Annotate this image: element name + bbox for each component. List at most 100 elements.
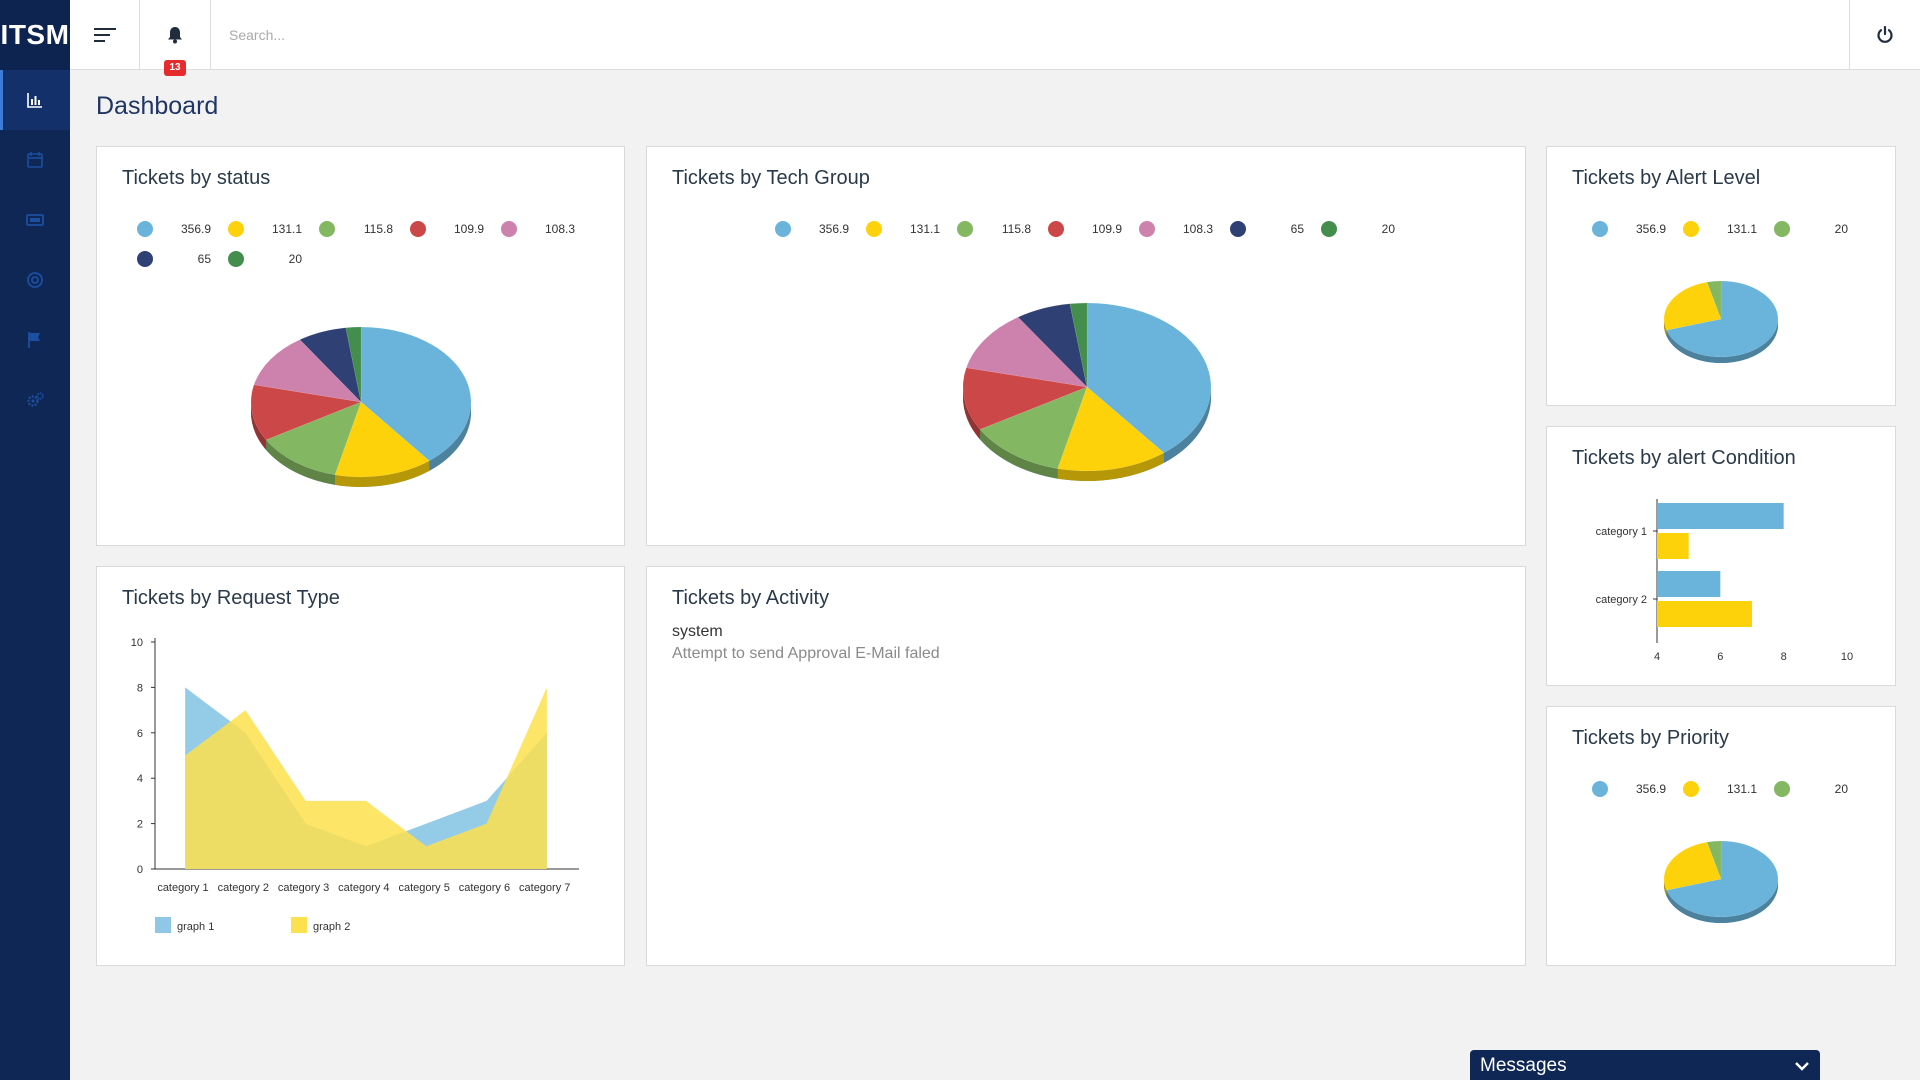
legend-item[interactable]: 108.3 (1139, 221, 1230, 237)
pie-slice-side (251, 402, 267, 450)
menu-toggle-button[interactable] (70, 0, 140, 70)
legend-label: 131.1 (271, 222, 302, 236)
flag-icon (28, 332, 40, 348)
legend-item[interactable]: 356.9 (1592, 221, 1683, 237)
card-tickets-by-activity: Tickets by Activity system Attempt to se… (646, 566, 1526, 966)
bar-chart-alert-condition: category 1 category 2 4 6 8 10 (1596, 499, 1853, 663)
legend-item[interactable]: 20 (228, 251, 319, 267)
chart-legend: 356.9 131.1 115.8 109.9 108.3 65 20 (137, 221, 592, 267)
legend-label: 20 (1834, 222, 1848, 236)
legend-item[interactable]: 108.3 (501, 221, 592, 237)
legend-item[interactable]: 115.8 (319, 221, 410, 237)
legend-marker (501, 221, 517, 237)
pie-chart-tech-group (962, 302, 1212, 481)
legend-item[interactable]: 131.1 (866, 221, 957, 237)
sidebar-item-settings[interactable] (0, 370, 70, 430)
legend-marker (319, 221, 335, 237)
pie-slice (1663, 841, 1722, 891)
chart-legend: 356.9 131.1 20 (1592, 221, 1882, 237)
sidebar-item-support[interactable] (0, 250, 70, 310)
pie-slice-side (963, 387, 980, 440)
pie-slice (250, 384, 362, 441)
legend-label: 109.9 (453, 222, 484, 236)
x-tick-label: category 1 (157, 882, 208, 894)
legend-item[interactable]: 65 (137, 251, 228, 267)
legend-marker (1139, 221, 1155, 237)
legend-marker (137, 221, 153, 237)
legend-label: 20 (288, 252, 302, 266)
pie-slice-side (1666, 879, 1778, 923)
y-tick-label: 10 (131, 637, 143, 649)
chevron-down-icon (1795, 1062, 1809, 1071)
search-bar (211, 0, 1850, 70)
sidebar-item-tickets[interactable] (0, 190, 70, 250)
legend-marker (410, 221, 426, 237)
card-tickets-by-priority: Tickets by Priority 356.9 131.1 20 (1546, 706, 1896, 966)
pie-slice-side (1664, 879, 1667, 897)
legend-item[interactable]: 131.1 (228, 221, 319, 237)
pie-slice (1663, 281, 1722, 331)
legend-label: 115.8 (1001, 222, 1031, 236)
legend-item[interactable]: 131.1 (1683, 781, 1774, 797)
bar (1657, 533, 1689, 559)
legend-item[interactable]: 131.1 (1683, 221, 1774, 237)
pie-slice (1706, 280, 1722, 320)
legend-item[interactable]: 20 (1321, 221, 1412, 237)
y-tick-label: 4 (137, 773, 143, 785)
notifications-button[interactable]: 13 (140, 0, 211, 76)
y-tick-label: 2 (137, 819, 143, 831)
logout-button[interactable] (1850, 0, 1920, 70)
sidebar-item-calendar[interactable] (0, 130, 70, 190)
legend-item[interactable]: 20 (1774, 221, 1865, 237)
legend-marker (1683, 781, 1699, 797)
x-tick-label: 8 (1781, 651, 1787, 663)
menu-icon (93, 28, 116, 42)
pie-slice (965, 316, 1088, 388)
legend-item[interactable]: 109.9 (1048, 221, 1139, 237)
pie-slice (345, 326, 362, 403)
legend-marker (228, 221, 244, 237)
y-tick-label: 0 (137, 864, 143, 876)
legend-item[interactable]: 115.8 (957, 221, 1048, 237)
page-title: Dashboard (96, 92, 219, 120)
messages-panel-toggle[interactable]: Messages (1470, 1050, 1820, 1080)
legend-label: 108.3 (544, 222, 575, 236)
y-tick-label: 6 (137, 728, 143, 740)
area-series-2 (185, 687, 547, 869)
legend-item[interactable]: 20 (1774, 781, 1865, 797)
bell-icon (168, 27, 182, 44)
legend-marker (155, 917, 171, 933)
x-tick-label: category 2 (218, 882, 269, 894)
legend-label: 356.9 (1635, 782, 1666, 796)
legend-item[interactable]: 65 (1230, 221, 1321, 237)
legend-item[interactable]: 356.9 (137, 221, 228, 237)
calendar-icon (27, 152, 43, 168)
legend-item[interactable]: 109.9 (410, 221, 501, 237)
legend-label: 20 (1834, 782, 1848, 796)
pie-slice (962, 367, 1088, 430)
support-icon (27, 272, 43, 288)
y-tick-label: category 2 (1596, 594, 1647, 606)
card-title: Tickets by alert Condition (1572, 447, 1796, 469)
legend-label: graph 2 (313, 921, 350, 933)
bar (1657, 503, 1784, 529)
card-title: Tickets by Alert Level (1572, 167, 1761, 189)
pie-slice (1057, 386, 1165, 472)
legend-label: 131.1 (1726, 782, 1757, 796)
legend-item[interactable]: 356.9 (775, 221, 866, 237)
chart-legend: 356.9 131.1 115.8 109.9 108.3 65 20 (775, 221, 1475, 237)
search-input[interactable] (229, 27, 1849, 43)
chart-legend: 356.9 131.1 20 (1592, 781, 1882, 797)
pie-slice (1666, 280, 1779, 358)
legend-label: 356.9 (818, 222, 849, 236)
sidebar-item-dashboard[interactable] (0, 70, 70, 130)
sidebar-item-flags[interactable] (0, 310, 70, 370)
top-bar: 13 (70, 0, 1920, 76)
pie-slice (334, 401, 430, 478)
card-title: Tickets by status (122, 167, 271, 189)
card-title: Tickets by Activity (672, 587, 830, 609)
legend-marker (1230, 221, 1246, 237)
legend-item[interactable]: 356.9 (1592, 781, 1683, 797)
app-logo[interactable]: ITSM (0, 0, 70, 70)
pie-slice-side (429, 402, 471, 471)
